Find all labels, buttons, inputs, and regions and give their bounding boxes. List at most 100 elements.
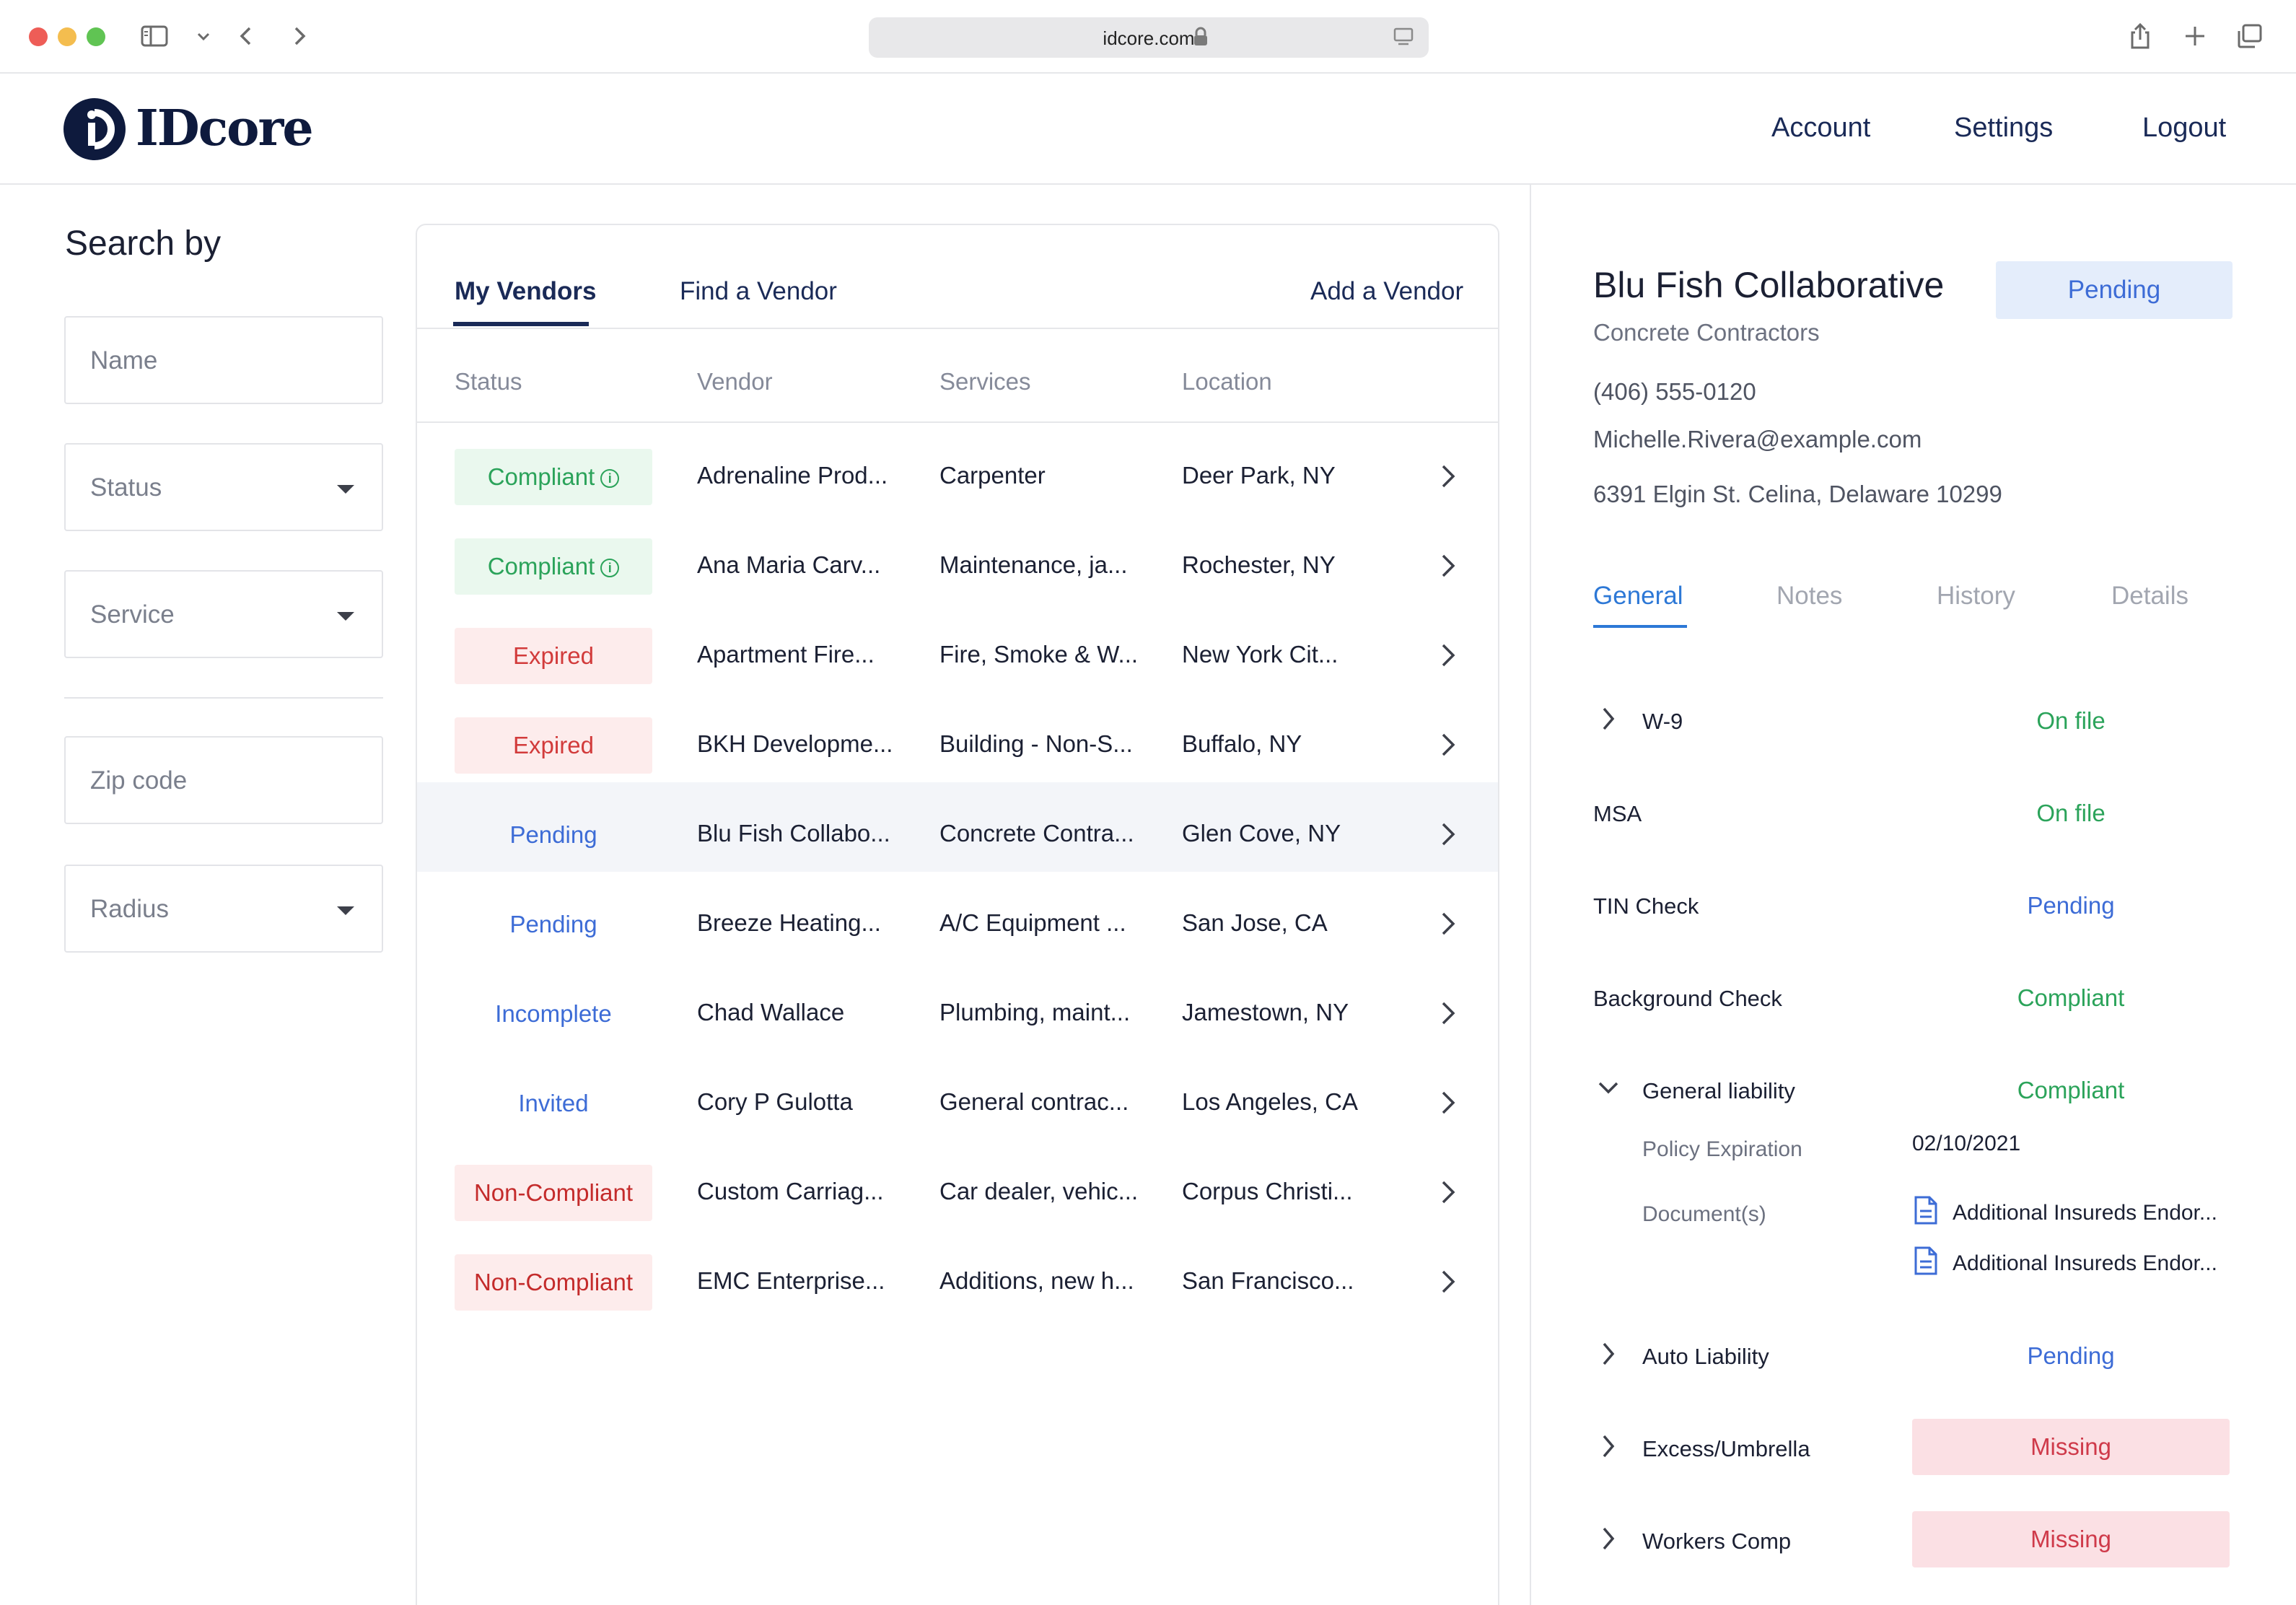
chevron-right-icon[interactable] xyxy=(1598,1526,1619,1552)
chevron-right-icon[interactable] xyxy=(1598,706,1619,732)
status-placeholder: Status xyxy=(90,473,162,502)
chevron-right-icon[interactable] xyxy=(1436,820,1459,849)
column-header-services[interactable]: Services xyxy=(939,368,1031,395)
chevron-down-icon[interactable] xyxy=(189,22,218,51)
info-icon[interactable]: i xyxy=(600,469,620,488)
detail-tab-notes[interactable]: Notes xyxy=(1776,582,1843,610)
tab-my-vendors[interactable]: My Vendors xyxy=(455,277,597,305)
service-select[interactable]: Service xyxy=(64,570,383,658)
document-icon xyxy=(1914,1246,1937,1275)
nav-logout[interactable]: Logout xyxy=(2142,113,2227,143)
compliance-item-label[interactable]: Workers Comp xyxy=(1642,1529,1792,1554)
vendor-email[interactable]: Michelle.Rivera@example.com xyxy=(1593,426,1922,452)
compliance-item-label: MSA xyxy=(1593,801,1642,826)
vendor-name: EMC Enterprise... xyxy=(697,1267,885,1294)
back-arrow-icon[interactable] xyxy=(232,22,261,51)
vendor-location: Glen Cove, NY xyxy=(1182,820,1341,847)
detail-tab-details[interactable]: Details xyxy=(2111,582,2188,610)
url-text[interactable]: idcore.com xyxy=(1103,27,1195,49)
vendor-row[interactable]: Expired Apartment Fire... Fire, Smoke & W.… xyxy=(417,603,1498,693)
vendor-phone[interactable]: (406) 555-0120 xyxy=(1593,378,1756,405)
policy-expiration-value: 02/10/2021 xyxy=(1912,1132,2021,1155)
name-input[interactable]: Name xyxy=(64,316,383,404)
vendor-status-badge: Pending xyxy=(1996,261,2233,319)
address-bar[interactable]: idcore.com xyxy=(869,17,1429,58)
minimize-window-button[interactable] xyxy=(58,27,76,46)
vendor-row[interactable]: Invited Cory P Gulotta General contrac... L… xyxy=(417,1051,1498,1140)
status-select[interactable]: Status xyxy=(64,443,383,531)
browser-toolbar: idcore.com xyxy=(0,0,2296,74)
vendor-name: Chad Wallace xyxy=(697,999,845,1025)
vendor-row[interactable]: Non-Compliant EMC Enterprise... Additions,… xyxy=(417,1230,1498,1319)
vendor-address: 6391 Elgin St. Celina, Delaware 10299 xyxy=(1593,481,2002,507)
search-title: Search by xyxy=(65,224,222,263)
vendor-row[interactable]: Pending Breeze Heating... A/C Equipment ..… xyxy=(417,872,1498,961)
document-icon xyxy=(1914,1196,1937,1225)
chevron-right-icon[interactable] xyxy=(1436,641,1459,670)
detail-tab-general[interactable]: General xyxy=(1593,582,1683,610)
vendor-services: Carpenter xyxy=(939,462,1046,489)
nav-account[interactable]: Account xyxy=(1771,113,1871,143)
vendor-location: San Francisco... xyxy=(1182,1267,1354,1294)
vendor-row[interactable]: Pending Blu Fish Collabo... Concrete Contr… xyxy=(417,782,1498,872)
caret-down-icon xyxy=(337,612,354,621)
column-header-vendor[interactable]: Vendor xyxy=(697,368,773,395)
status-badge: Non-Compliant xyxy=(455,1254,652,1311)
vendor-row[interactable]: Incomplete Chad Wallace Plumbing, maint...… xyxy=(417,961,1498,1051)
chevron-right-icon[interactable] xyxy=(1436,1088,1459,1117)
chevron-right-icon[interactable] xyxy=(1598,1433,1619,1459)
chevron-right-icon[interactable] xyxy=(1436,462,1459,491)
detail-tab-history[interactable]: History xyxy=(1937,582,2015,610)
add-vendor-link[interactable]: Add a Vendor xyxy=(1310,277,1464,305)
chevron-right-icon[interactable] xyxy=(1436,730,1459,759)
vendor-services: Building - Non-S... xyxy=(939,730,1133,757)
chevron-right-icon[interactable] xyxy=(1598,1341,1619,1367)
reader-mode-icon[interactable] xyxy=(1393,27,1414,48)
document-link[interactable]: Additional Insureds Endor... xyxy=(1953,1251,2217,1275)
chevron-right-icon[interactable] xyxy=(1436,909,1459,938)
close-window-button[interactable] xyxy=(29,27,48,46)
vendor-location: Corpus Christi... xyxy=(1182,1178,1353,1204)
vendor-category: Concrete Contractors xyxy=(1593,319,1820,346)
vendor-row[interactable]: Compliant i Adrenaline Prod... Carpenter Dee… xyxy=(417,424,1498,514)
compliance-item-label[interactable]: W-9 xyxy=(1642,709,1683,734)
chevron-down-icon[interactable] xyxy=(1598,1075,1619,1101)
zip-code-input[interactable]: Zip code xyxy=(64,736,383,824)
vendor-row[interactable]: Compliant i Ana Maria Carv... Maintenance, … xyxy=(417,514,1498,603)
share-icon[interactable] xyxy=(2126,22,2155,51)
column-header-status[interactable]: Status xyxy=(455,368,522,395)
vendor-location: Deer Park, NY xyxy=(1182,462,1336,489)
chevron-right-icon[interactable] xyxy=(1436,999,1459,1028)
status-text: Non-Compliant xyxy=(473,1269,634,1295)
new-tab-icon[interactable] xyxy=(2181,22,2209,51)
vendor-location: Jamestown, NY xyxy=(1182,999,1349,1025)
forward-arrow-icon[interactable] xyxy=(284,22,313,51)
document-link[interactable]: Additional Insureds Endor... xyxy=(1953,1201,2217,1225)
vendor-row[interactable]: Non-Compliant Custom Carriag... Car dealer… xyxy=(417,1140,1498,1230)
tab-overview-icon[interactable] xyxy=(2235,22,2264,51)
chevron-right-icon[interactable] xyxy=(1436,1267,1459,1296)
vendor-name: Breeze Heating... xyxy=(697,909,881,936)
vendor-row[interactable]: Expired BKH Developme... Building - Non-S.… xyxy=(417,693,1498,782)
info-icon[interactable]: i xyxy=(600,559,620,577)
column-header-location[interactable]: Location xyxy=(1182,368,1272,395)
compliance-item-label[interactable]: Excess/Umbrella xyxy=(1642,1436,1810,1461)
compliance-item-label[interactable]: General liability xyxy=(1642,1078,1795,1103)
sidebar-toggle-icon[interactable] xyxy=(140,22,169,51)
compliance-item-label[interactable]: Auto Liability xyxy=(1642,1344,1769,1369)
vendor-name: Cory P Gulotta xyxy=(697,1088,853,1115)
tab-find-vendor[interactable]: Find a Vendor xyxy=(680,277,837,305)
vendor-location: Buffalo, NY xyxy=(1182,730,1302,757)
vendor-name: Apartment Fire... xyxy=(697,641,875,668)
compliance-item-status: Pending xyxy=(2027,1342,2115,1369)
chevron-right-icon[interactable] xyxy=(1436,1178,1459,1207)
compliance-item-status: Compliant xyxy=(2017,1077,2125,1103)
chevron-right-icon[interactable] xyxy=(1436,551,1459,580)
compliance-item-status: Missing xyxy=(1912,1419,2230,1475)
maximize-window-button[interactable] xyxy=(87,27,105,46)
radius-select[interactable]: Radius xyxy=(64,865,383,953)
status-badge: Compliant i xyxy=(455,449,652,505)
nav-settings[interactable]: Settings xyxy=(1954,113,2054,143)
vendor-name: Blu Fish Collabo... xyxy=(697,820,890,847)
status-text: Expired xyxy=(513,642,594,669)
